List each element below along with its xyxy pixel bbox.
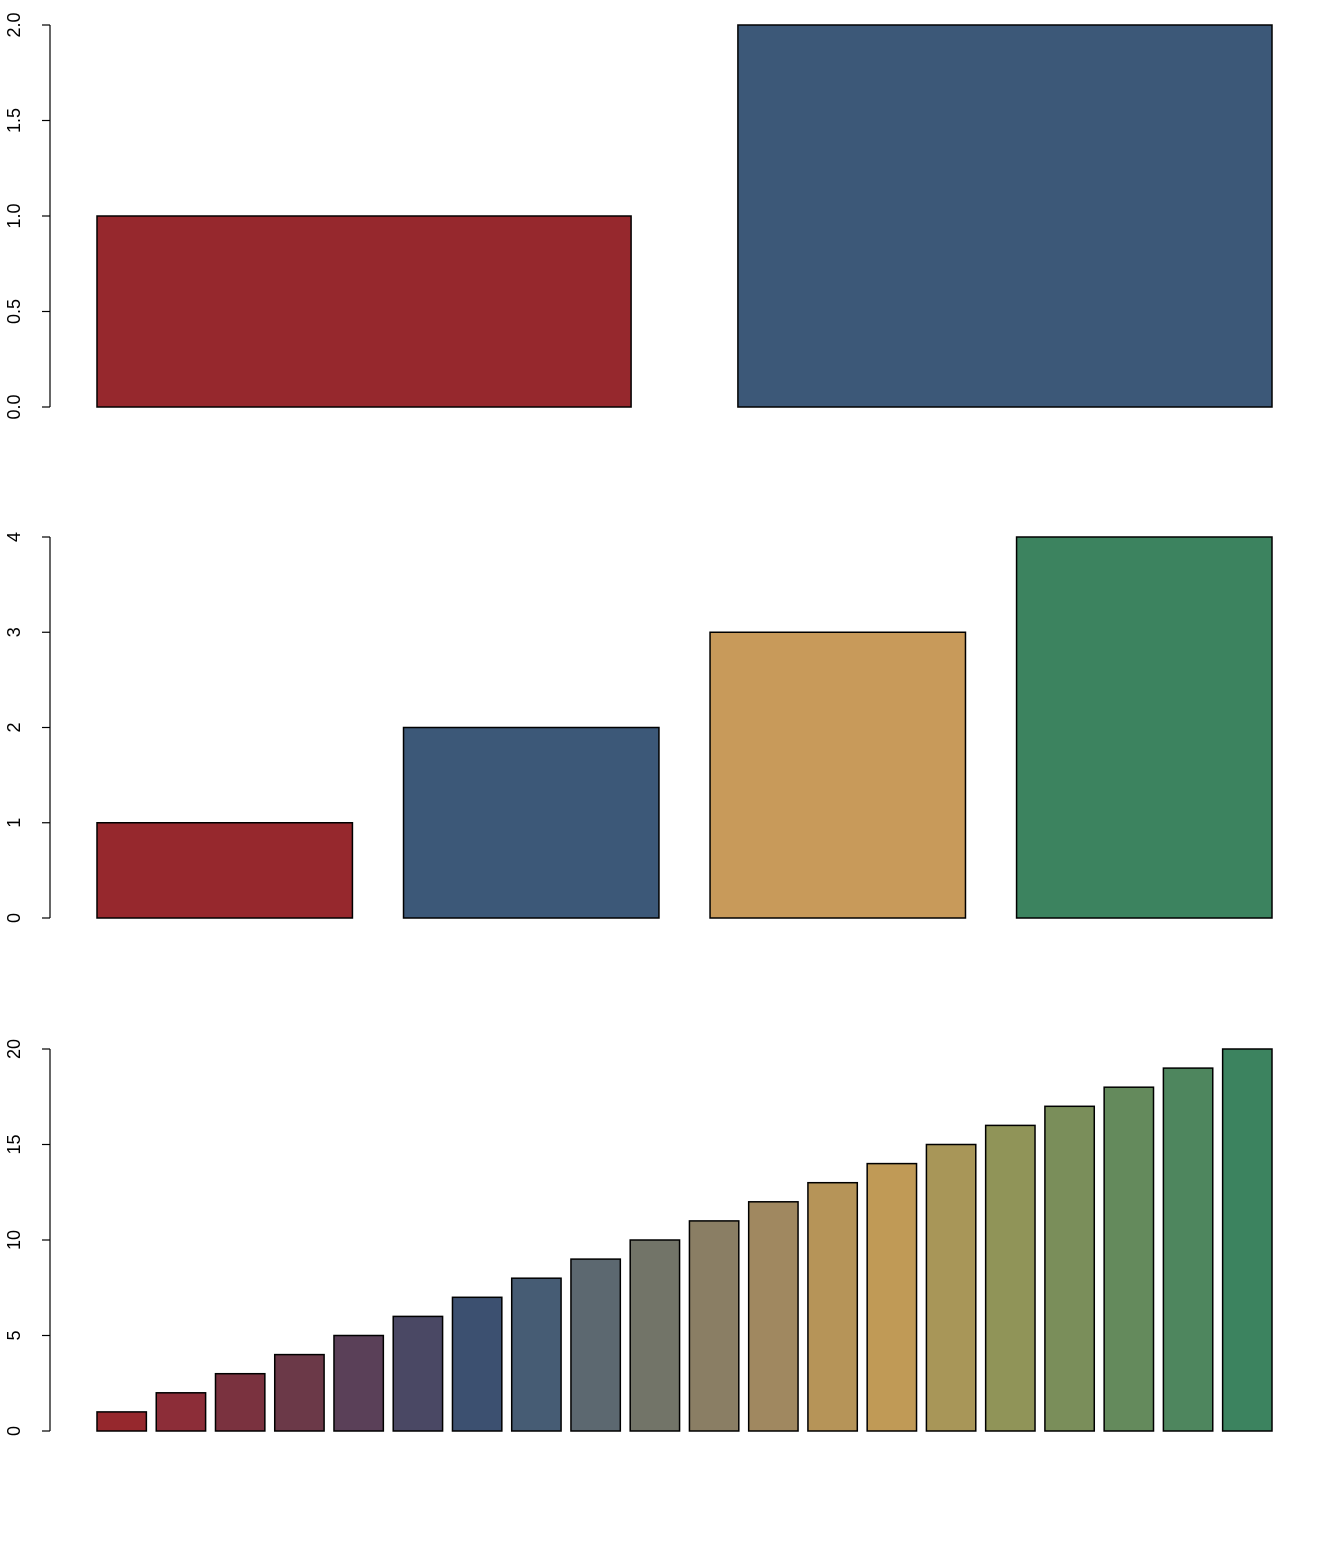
y-tick-label: 0.5 bbox=[4, 299, 24, 324]
y-tick-label: 20 bbox=[4, 1039, 24, 1059]
bar-12 bbox=[747, 1201, 799, 1432]
bar-14 bbox=[866, 1162, 918, 1432]
y-tick-label: 1.0 bbox=[4, 203, 24, 228]
y-tick-label: 0 bbox=[4, 913, 24, 923]
y-tick-label: 3 bbox=[4, 627, 24, 637]
bar-2 bbox=[402, 726, 660, 919]
bar-10 bbox=[629, 1239, 681, 1432]
bar-17 bbox=[1044, 1105, 1096, 1432]
y-tick-label: 10 bbox=[4, 1230, 24, 1250]
bar-1 bbox=[96, 215, 632, 408]
bar-3 bbox=[214, 1372, 266, 1432]
bar-2 bbox=[737, 24, 1273, 408]
bar-16 bbox=[984, 1124, 1036, 1432]
y-tick-label: 0 bbox=[4, 1426, 24, 1436]
y-tick-label: 2.0 bbox=[4, 12, 24, 37]
bar-8 bbox=[510, 1277, 562, 1432]
y-tick-label: 2 bbox=[4, 722, 24, 732]
bar-chart-panel-3: 0 5 10 15 20 bbox=[4, 1039, 1273, 1436]
y-tick-label: 5 bbox=[4, 1330, 24, 1340]
bar-20 bbox=[1221, 1048, 1273, 1432]
bar-chart-panel-1: 0.0 0.5 1.0 1.5 2.0 bbox=[4, 12, 1273, 420]
y-tick-label: 0.0 bbox=[4, 394, 24, 419]
bar-4 bbox=[273, 1353, 325, 1432]
bar-18 bbox=[1103, 1086, 1155, 1432]
bar-2 bbox=[155, 1392, 207, 1432]
bar-1 bbox=[96, 1411, 148, 1432]
bar-3 bbox=[709, 631, 967, 919]
bar-4 bbox=[1015, 536, 1273, 919]
y-tick-label: 1 bbox=[4, 818, 24, 828]
bar-9 bbox=[570, 1258, 622, 1432]
bar-7 bbox=[451, 1296, 503, 1432]
bar-19 bbox=[1162, 1067, 1214, 1432]
y-tick-label: 1.5 bbox=[4, 108, 24, 133]
bar-13 bbox=[807, 1181, 859, 1432]
bar-1 bbox=[96, 822, 354, 919]
bar-11 bbox=[688, 1220, 740, 1432]
y-tick-label: 15 bbox=[4, 1134, 24, 1154]
bar-15 bbox=[925, 1143, 977, 1432]
bar-chart-panel-2: 0 1 2 3 4 bbox=[4, 532, 1273, 923]
y-tick-label: 4 bbox=[4, 532, 24, 542]
bar-6 bbox=[392, 1315, 444, 1432]
bar-5 bbox=[333, 1334, 385, 1432]
